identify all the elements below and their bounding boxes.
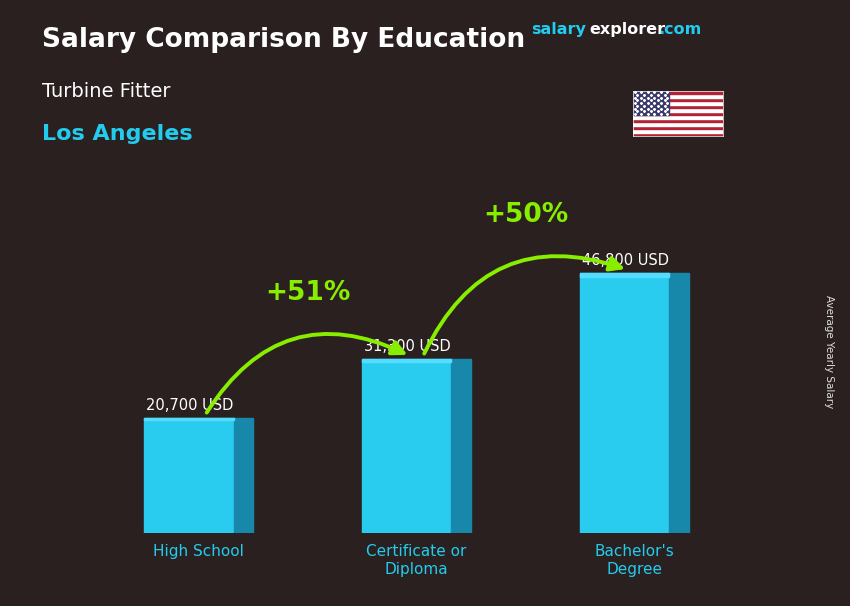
Text: explorer: explorer: [589, 22, 666, 38]
Bar: [633, 105, 722, 108]
Bar: [633, 91, 722, 95]
Bar: [633, 129, 722, 133]
Text: +50%: +50%: [483, 202, 568, 228]
Bar: [234, 418, 253, 533]
Bar: [362, 359, 451, 533]
Bar: [633, 112, 722, 115]
Text: .com: .com: [659, 22, 702, 38]
Bar: [633, 126, 722, 129]
Bar: [633, 98, 722, 101]
Bar: [580, 273, 669, 277]
Text: 46,800 USD: 46,800 USD: [582, 253, 669, 268]
Text: salary: salary: [531, 22, 586, 38]
Bar: [633, 133, 722, 136]
Bar: [633, 115, 722, 119]
Text: 31,300 USD: 31,300 USD: [365, 339, 451, 355]
Bar: [633, 108, 722, 112]
Text: +51%: +51%: [265, 280, 350, 306]
Bar: [633, 119, 722, 122]
Bar: [633, 122, 722, 126]
Text: Turbine Fitter: Turbine Fitter: [42, 82, 171, 101]
Bar: [669, 273, 689, 533]
Bar: [451, 359, 471, 533]
Bar: [144, 418, 234, 533]
Text: Los Angeles: Los Angeles: [42, 124, 193, 144]
Bar: [580, 273, 669, 533]
Bar: [144, 418, 234, 420]
Bar: [633, 95, 722, 98]
Text: 20,700 USD: 20,700 USD: [146, 398, 234, 413]
Bar: [633, 101, 722, 105]
Bar: [362, 359, 451, 362]
Text: Salary Comparison By Education: Salary Comparison By Education: [42, 27, 525, 53]
Bar: [633, 91, 669, 115]
Text: Average Yearly Salary: Average Yearly Salary: [824, 295, 834, 408]
